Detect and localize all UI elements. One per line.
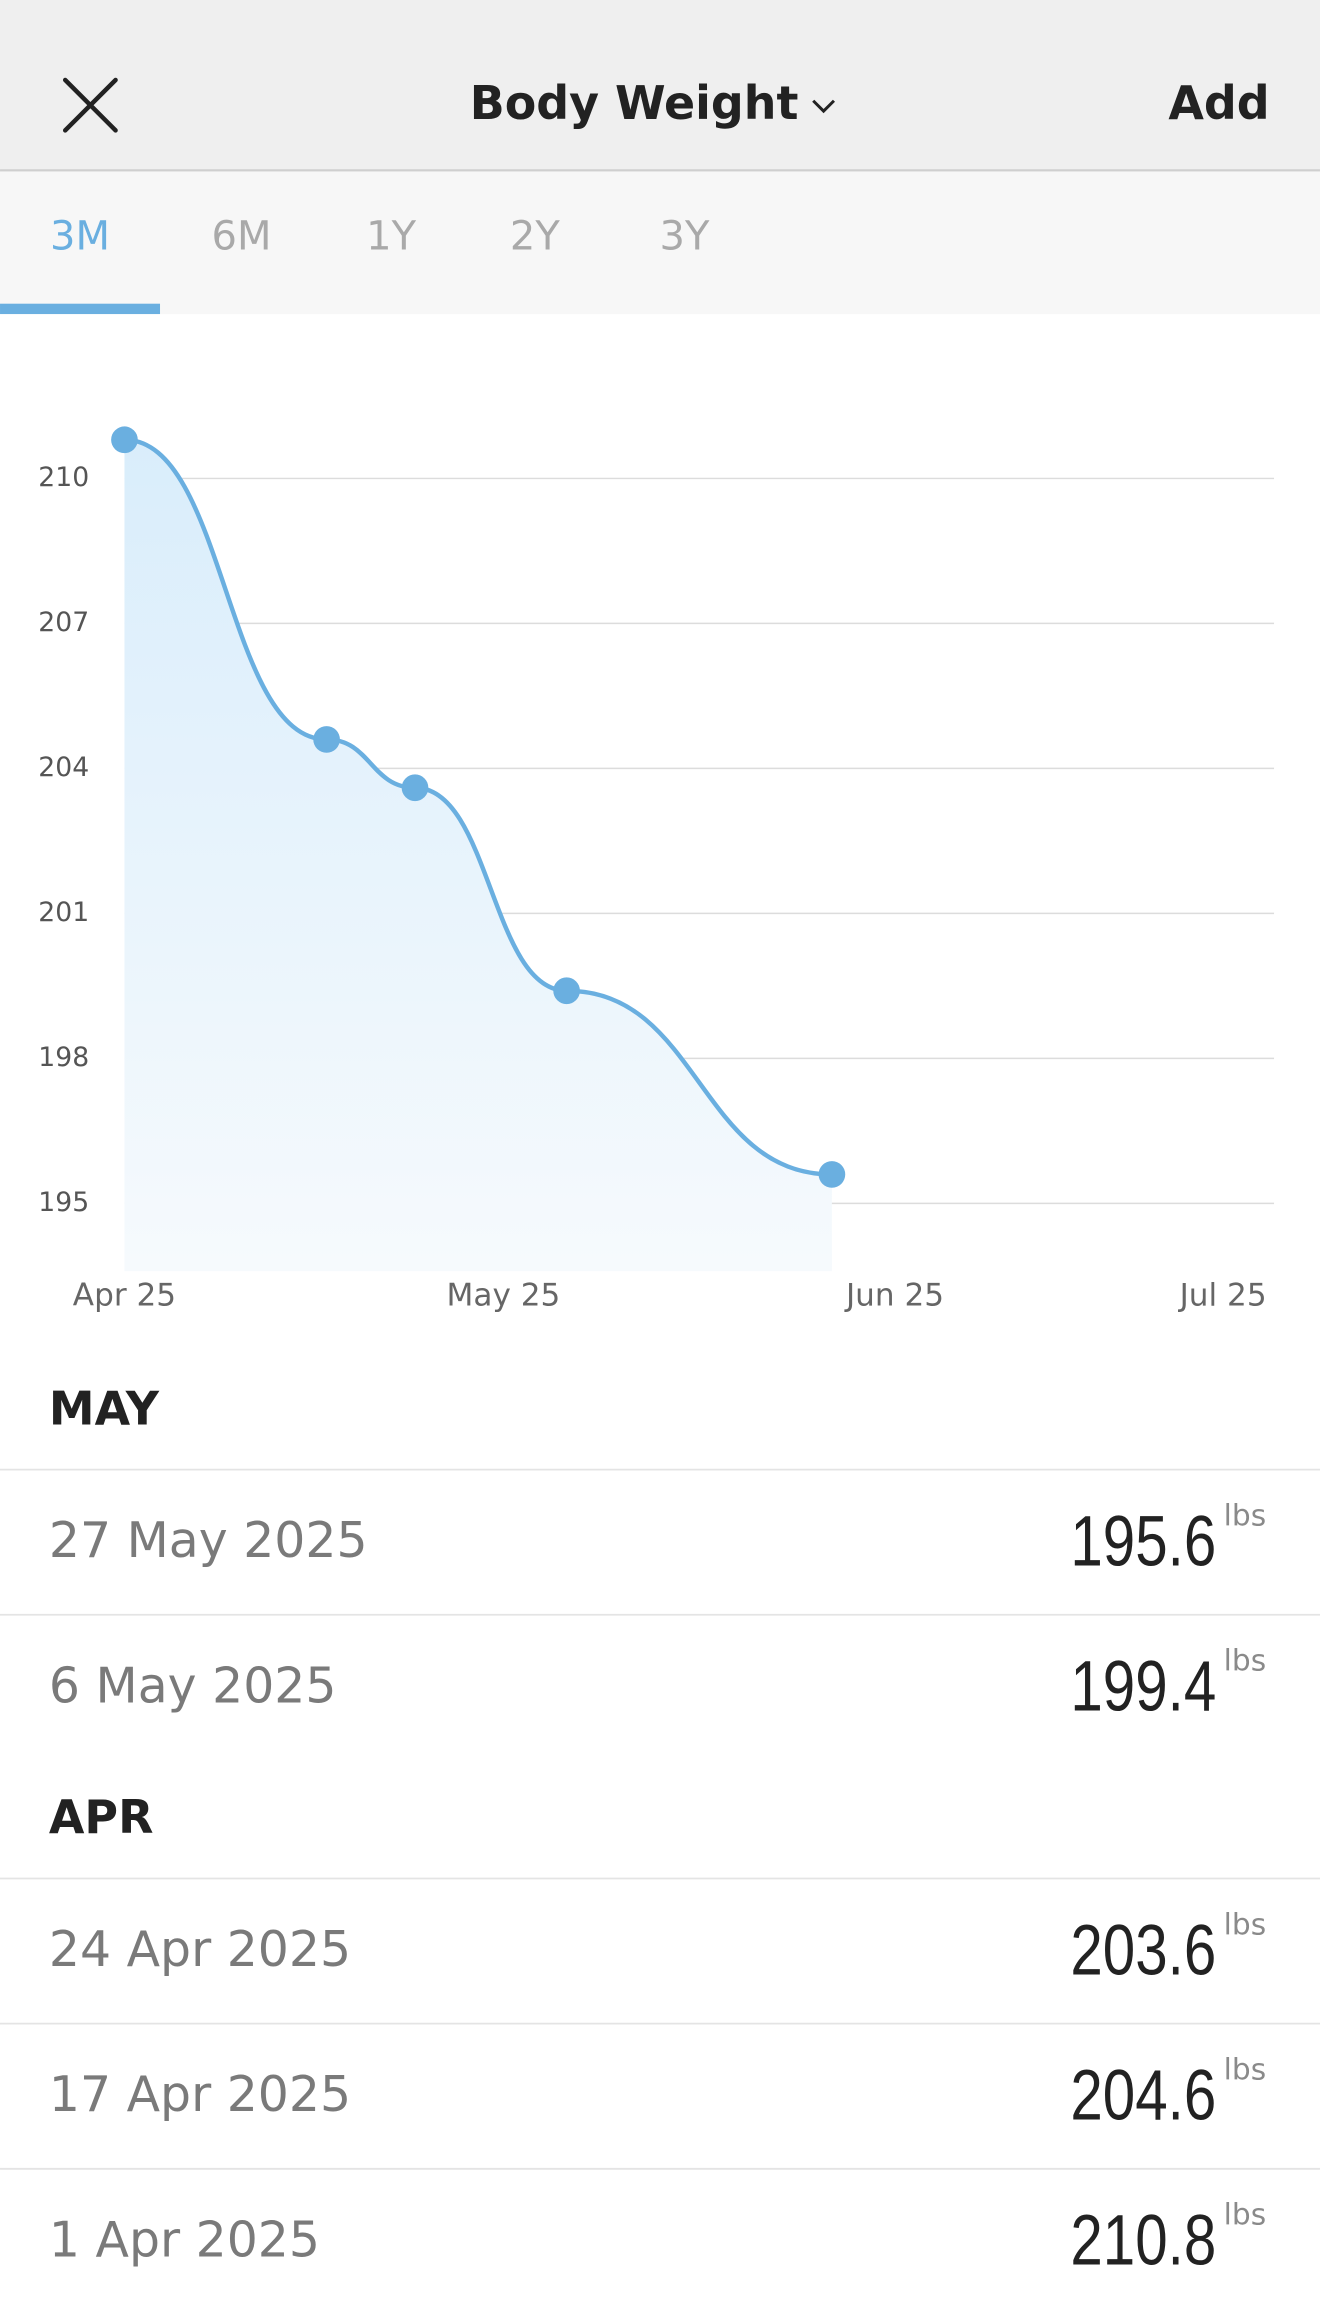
- x-tick-label: Apr 25: [73, 1277, 176, 1313]
- x-tick-label: May 25: [447, 1277, 561, 1313]
- y-tick-label: 204: [38, 752, 89, 783]
- entry-date: 1 Apr 2025: [49, 2211, 320, 2268]
- tab[interactable]: 3Y: [660, 214, 710, 260]
- point: [313, 726, 340, 753]
- point: [818, 1161, 846, 1188]
- y-tick-label: 201: [38, 897, 89, 928]
- tab[interactable]: 2Y: [510, 214, 560, 260]
- tab[interactable]: 3M: [50, 214, 110, 260]
- entry-unit: lbs: [1224, 2053, 1266, 2087]
- header-title[interactable]: Body Weight: [470, 76, 799, 130]
- entry-unit: lbs: [1224, 1907, 1266, 1941]
- tab[interactable]: 6M: [212, 214, 272, 260]
- entry-unit: lbs: [1224, 1498, 1266, 1532]
- point: [401, 774, 429, 802]
- active-tab-indicator: [0, 303, 161, 315]
- entry-value: 210.8: [1070, 2200, 1216, 2280]
- entry-value: 203.6: [1070, 1910, 1216, 1990]
- header-bar: [0, 0, 1320, 171]
- y-tick-label: 198: [38, 1042, 89, 1073]
- entry-date: 6 May 2025: [49, 1657, 337, 1714]
- entry-unit: lbs: [1224, 2198, 1266, 2232]
- y-tick-label: 207: [38, 607, 89, 638]
- dropdown-chevron[interactable]: [812, 99, 836, 114]
- y-tick-label: 195: [38, 1187, 89, 1218]
- entry-value: 199.4: [1070, 1646, 1216, 1726]
- entry-value: 204.6: [1070, 2055, 1216, 2135]
- entry-date: 27 May 2025: [49, 1512, 368, 1569]
- line: [124, 437, 832, 1177]
- entry-date: 24 Apr 2025: [49, 1921, 351, 1978]
- point: [111, 426, 138, 454]
- tab[interactable]: 1Y: [366, 214, 416, 260]
- section-heading: APR: [49, 1790, 154, 1844]
- y-tick-label: 210: [38, 462, 89, 493]
- entry-date: 17 Apr 2025: [49, 2066, 351, 2123]
- section-heading: MAY: [49, 1381, 160, 1435]
- area: [124, 439, 832, 1272]
- entry-unit: lbs: [1224, 1644, 1266, 1678]
- close-button[interactable]: [62, 77, 118, 133]
- add-button[interactable]: Add: [1168, 76, 1269, 130]
- point: [553, 977, 580, 1005]
- x-tick-label: Jul 25: [1178, 1277, 1267, 1313]
- x-tick-label: Jun 25: [844, 1277, 944, 1313]
- tab-bar: [0, 171, 1320, 315]
- entry-value: 195.6: [1070, 1501, 1216, 1581]
